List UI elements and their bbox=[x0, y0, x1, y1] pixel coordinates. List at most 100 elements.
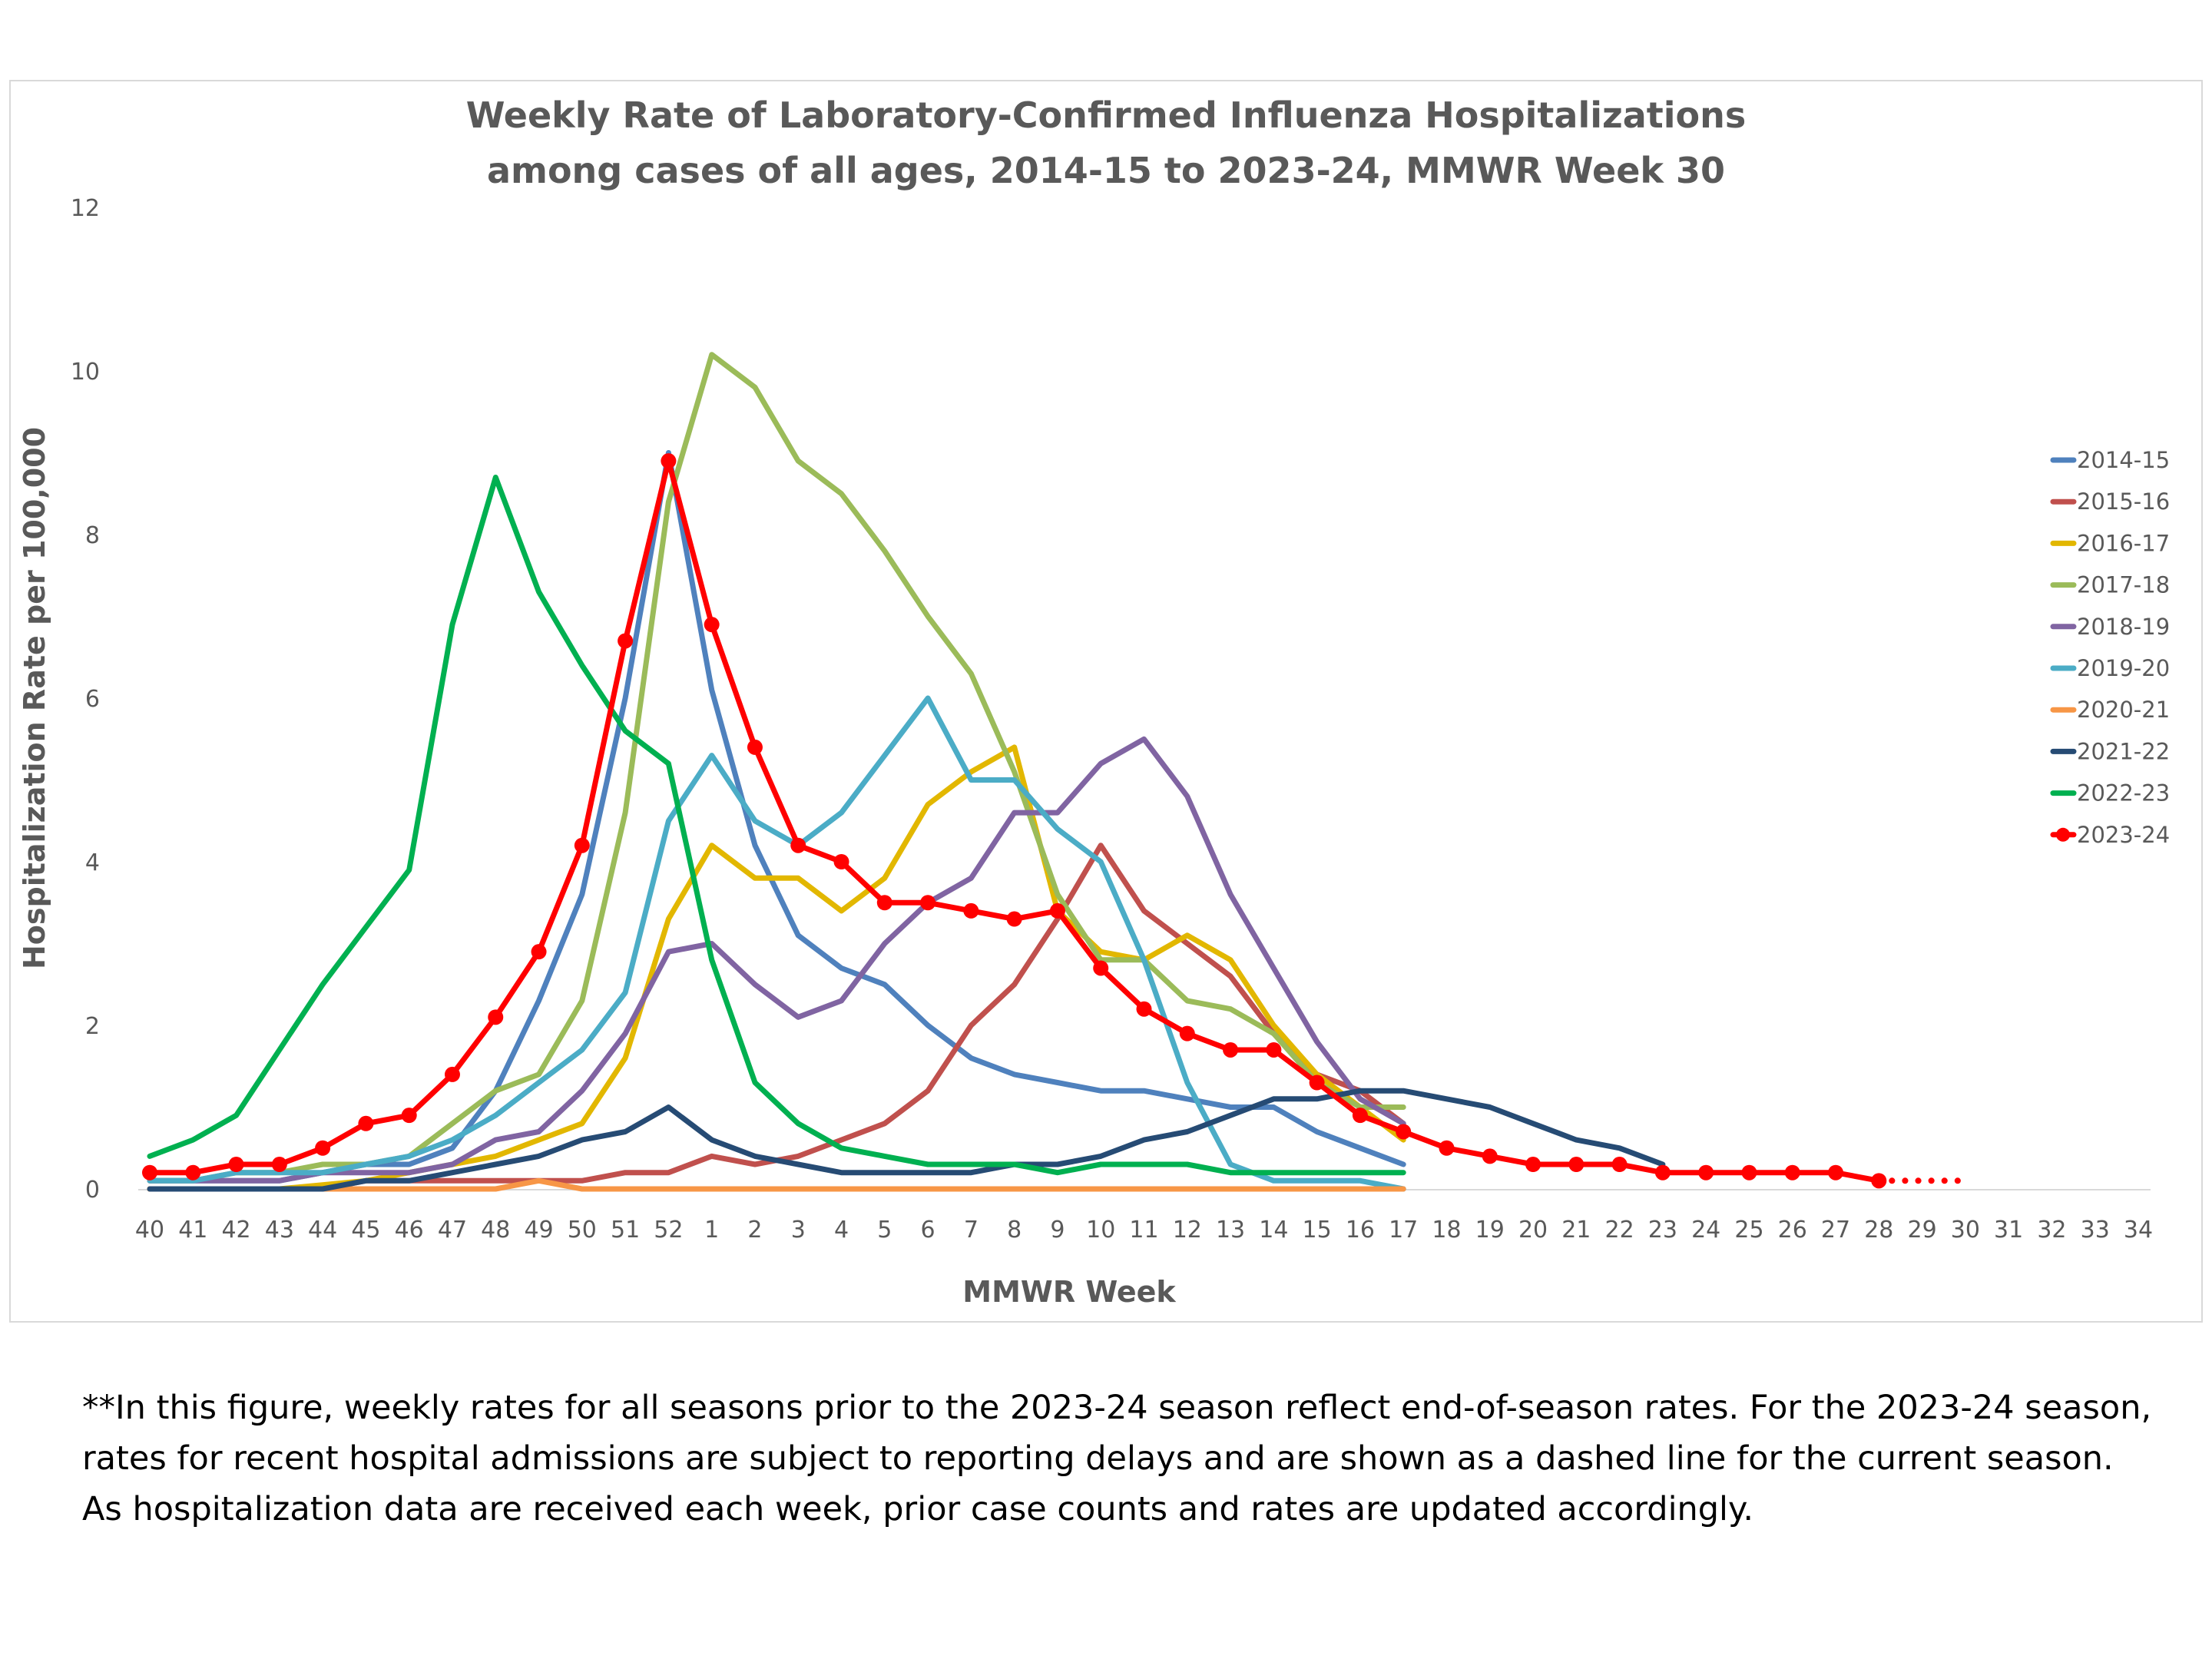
series-line bbox=[147, 695, 1406, 1192]
legend-label: 2017-18 bbox=[2077, 572, 2170, 598]
x-tick-label: 23 bbox=[1648, 1217, 1677, 1243]
data-point bbox=[1049, 902, 1065, 919]
data-point bbox=[790, 837, 806, 853]
legend-item: 2016-17 bbox=[2050, 530, 2170, 556]
data-point bbox=[920, 895, 936, 911]
legend-label: 2014-15 bbox=[2077, 447, 2170, 473]
data-point bbox=[1871, 1173, 1887, 1189]
x-tick-label: 4 bbox=[834, 1217, 849, 1243]
data-point bbox=[401, 1108, 417, 1124]
data-point bbox=[1439, 1140, 1455, 1156]
data-point bbox=[876, 895, 892, 911]
chart-title-line-1: Weekly Rate of Laboratory-Confirmed Infl… bbox=[466, 94, 1747, 136]
chart-border bbox=[9, 80, 2203, 1323]
data-point bbox=[747, 739, 763, 755]
legend-label: 2020-21 bbox=[2077, 697, 2170, 723]
series-line bbox=[147, 1088, 1666, 1192]
x-tick-label: 27 bbox=[1821, 1217, 1850, 1243]
series-2023-24 bbox=[142, 453, 1969, 1189]
data-point bbox=[1698, 1164, 1714, 1181]
x-axis-title: MMWR Week bbox=[962, 1275, 1176, 1309]
legend-label: 2016-17 bbox=[2077, 530, 2170, 556]
x-tick-label: 34 bbox=[2124, 1217, 2153, 1243]
y-tick-label: 8 bbox=[85, 522, 100, 549]
data-point bbox=[142, 1164, 157, 1181]
x-tick-label: 29 bbox=[1907, 1217, 1936, 1243]
x-tick-label: 16 bbox=[1346, 1217, 1375, 1243]
data-point bbox=[1266, 1041, 1282, 1058]
legend-label: 2019-20 bbox=[2077, 655, 2170, 681]
data-point bbox=[1309, 1075, 1325, 1091]
data-point bbox=[661, 453, 677, 469]
x-tick-label: 43 bbox=[265, 1217, 294, 1243]
data-point bbox=[488, 1009, 504, 1025]
legend-label: 2022-23 bbox=[2077, 780, 2170, 806]
x-tick-label: 28 bbox=[1864, 1217, 1893, 1243]
data-point bbox=[1525, 1157, 1541, 1173]
data-point bbox=[1352, 1108, 1368, 1124]
x-tick-label: 7 bbox=[964, 1217, 979, 1243]
x-tick-label: 47 bbox=[438, 1217, 467, 1243]
y-tick-label: 10 bbox=[71, 359, 100, 386]
data-point bbox=[1179, 1025, 1195, 1041]
legend-label: 2021-22 bbox=[2077, 738, 2170, 764]
data-point bbox=[574, 837, 590, 853]
x-tick-label: 19 bbox=[1475, 1217, 1505, 1243]
legend-item: 2020-21 bbox=[2050, 697, 2170, 723]
series-2021-22 bbox=[147, 1088, 1666, 1192]
x-tick-label: 49 bbox=[524, 1217, 553, 1243]
data-point bbox=[444, 1066, 460, 1082]
x-tick-label: 22 bbox=[1605, 1217, 1634, 1243]
data-point bbox=[1784, 1164, 1800, 1181]
x-tick-label: 8 bbox=[1007, 1217, 1022, 1243]
y-tick-labels: 0 2 4 6 8 10 12 bbox=[71, 195, 100, 1204]
x-tick-label: 10 bbox=[1086, 1217, 1115, 1243]
y-tick-label: 2 bbox=[85, 1013, 100, 1040]
data-point bbox=[1611, 1157, 1628, 1173]
x-tick-label: 26 bbox=[1778, 1217, 1807, 1243]
data-point bbox=[1828, 1164, 1844, 1181]
legend-item: 2018-19 bbox=[2050, 614, 2170, 640]
x-tick-label: 14 bbox=[1259, 1217, 1288, 1243]
data-point bbox=[531, 944, 547, 960]
x-tick-label: 33 bbox=[2081, 1217, 2110, 1243]
legend-item: 2021-22 bbox=[2050, 738, 2170, 764]
x-tick-label: 20 bbox=[1518, 1217, 1548, 1243]
x-tick-label: 12 bbox=[1173, 1217, 1202, 1243]
x-tick-label: 45 bbox=[351, 1217, 380, 1243]
x-tick-label: 42 bbox=[221, 1217, 250, 1243]
legend-label: 2018-19 bbox=[2077, 614, 2170, 640]
x-tick-label: 30 bbox=[1951, 1217, 1980, 1243]
data-point bbox=[358, 1115, 374, 1131]
y-tick-label: 0 bbox=[85, 1177, 100, 1204]
x-tick-label: 32 bbox=[2037, 1217, 2066, 1243]
legend: 2014-15 2015-16 2016-17 2017-18 2018-19 2019-… bbox=[2050, 447, 2170, 848]
x-tick-label: 25 bbox=[1734, 1217, 1763, 1243]
legend-label: 2023-24 bbox=[2077, 822, 2170, 848]
series-line bbox=[147, 475, 1406, 1176]
series-lines bbox=[142, 352, 1969, 1192]
legend-item: 2019-20 bbox=[2050, 655, 2170, 681]
x-tick-label: 1 bbox=[704, 1217, 719, 1243]
data-point bbox=[185, 1164, 201, 1181]
legend-item: 2014-15 bbox=[2050, 447, 2170, 473]
y-tick-label: 12 bbox=[71, 195, 100, 222]
legend-item: 2015-16 bbox=[2050, 488, 2170, 515]
legend-item: 2023-24 bbox=[2050, 822, 2170, 848]
x-tick-label: 11 bbox=[1129, 1217, 1158, 1243]
y-axis-title: Hospitalization Rate per 100,000 bbox=[18, 427, 51, 969]
series-2018-19 bbox=[147, 736, 1406, 1184]
x-tick-label: 18 bbox=[1432, 1217, 1461, 1243]
data-point bbox=[315, 1140, 331, 1156]
data-point bbox=[271, 1157, 287, 1173]
x-tick-label: 5 bbox=[877, 1217, 892, 1243]
x-tick-label: 51 bbox=[611, 1217, 640, 1243]
chart-title-line-2: among cases of all ages, 2014-15 to 2023… bbox=[487, 150, 1725, 191]
x-tick-label: 41 bbox=[178, 1217, 207, 1243]
footnote: **In this figure, weekly rates for all s… bbox=[82, 1389, 2152, 1528]
data-point bbox=[1136, 1001, 1152, 1017]
data-point bbox=[963, 902, 979, 919]
x-tick-label: 44 bbox=[308, 1217, 337, 1243]
x-tick-labels: 40 41 42 43 44 45 46 47 48 49 50 51 52 1 2 3 4 5 6 7 8 9 10 11 1… bbox=[135, 1217, 2153, 1243]
